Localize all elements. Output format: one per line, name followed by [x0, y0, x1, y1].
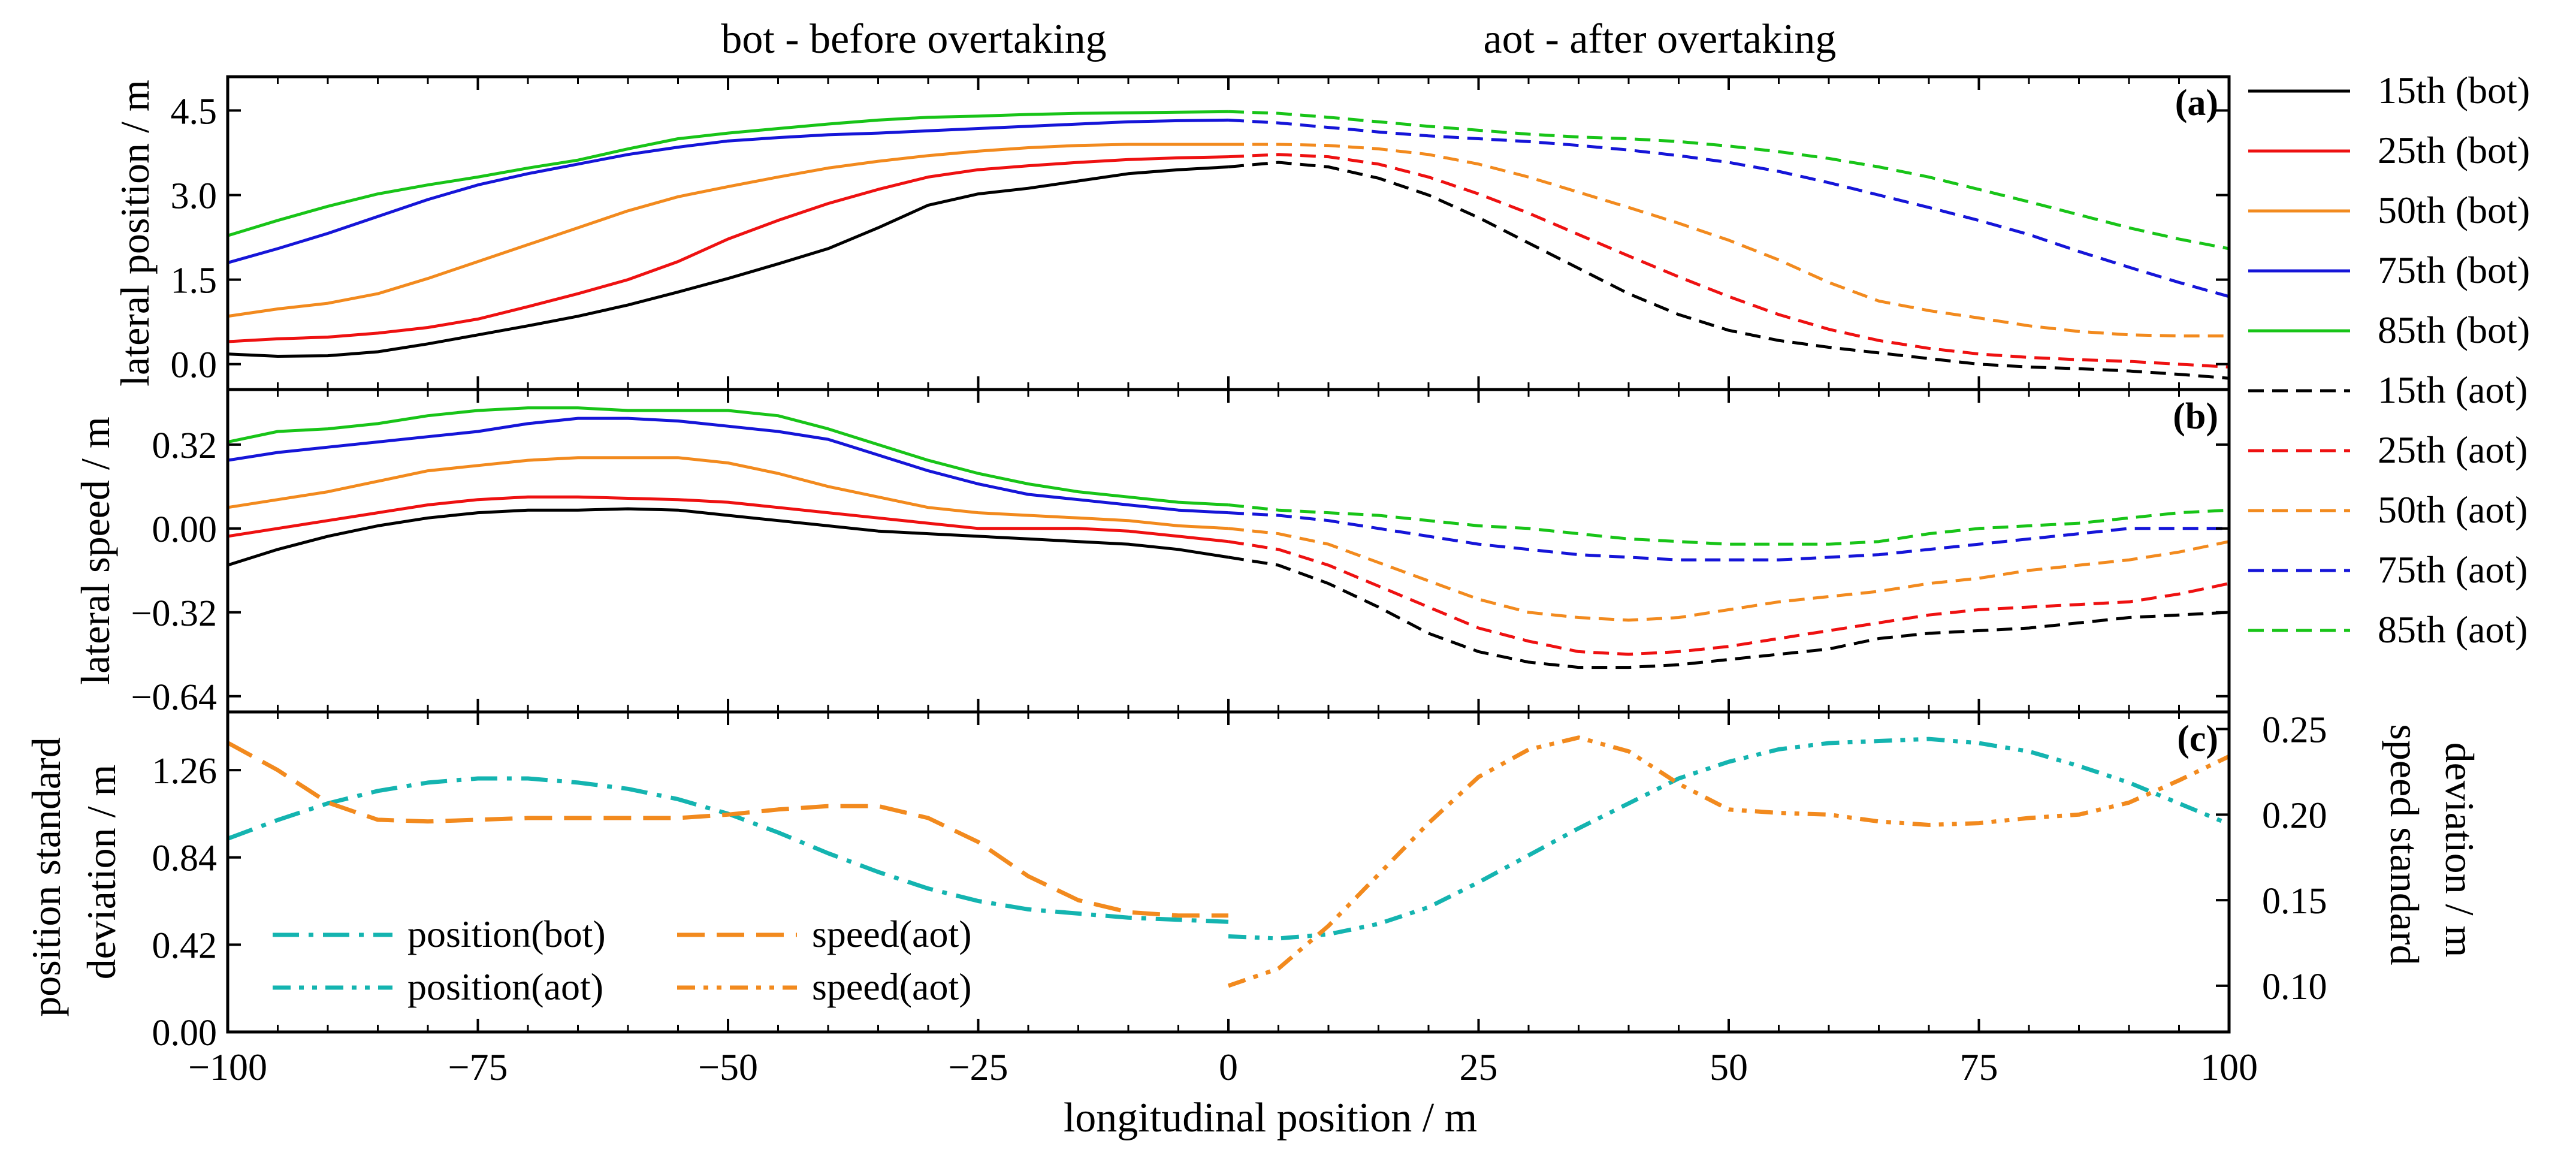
- y-tick-label: 0.84: [152, 838, 218, 879]
- panel-c-ylabel-line2: deviation / m: [78, 765, 124, 980]
- series-line: [1228, 737, 2230, 941]
- series-line: [227, 456, 1229, 530]
- panel-c-ylabel-right-line2: deviation / m: [2437, 743, 2483, 958]
- series-line: [1228, 556, 2230, 669]
- y-tick-label: 3.0: [171, 176, 218, 217]
- y-right-tick-label: 0.10: [2262, 967, 2327, 1007]
- panel-b-ticks: −0.64 −0.32 0.00 0.32: [131, 390, 2230, 718]
- series-line: [1228, 527, 2230, 622]
- panel-c-ylabel: position standard deviation / m: [23, 727, 124, 1017]
- legend-label: 25th (aot): [2378, 428, 2528, 471]
- panel-c-ylabel-right-line1: speed standard: [2382, 724, 2427, 965]
- x-tick-label: 25: [1460, 1046, 1498, 1088]
- panel-a-series: [227, 110, 2230, 380]
- x-tick-label: 0: [1219, 1046, 1238, 1088]
- panel-c-frame: [226, 710, 2231, 1034]
- c-legend-label: position(aot): [407, 965, 603, 1008]
- y-tick-label: 0.00: [152, 1013, 218, 1054]
- legend-label: 15th (aot): [2378, 369, 2528, 411]
- series-line: [227, 495, 1229, 544]
- series-line: [227, 416, 1229, 515]
- x-tick-label: −25: [948, 1046, 1008, 1088]
- legend-label: 85th (bot): [2378, 309, 2530, 351]
- c-legend-label: speed(aot): [812, 913, 972, 955]
- panel-c-series: [227, 735, 2230, 988]
- series-line: [1228, 118, 2230, 298]
- y-right-tick-label: 0.15: [2262, 881, 2327, 922]
- y-tick-label: 0.0: [171, 345, 218, 386]
- legend-label: 50th (bot): [2378, 189, 2530, 231]
- y-tick-label: 0.32: [152, 425, 218, 466]
- x-tick-label: −100: [188, 1046, 267, 1088]
- panel-b-ylabel: lateral speed / m: [73, 416, 118, 684]
- series-line: [1228, 153, 2230, 369]
- series-line: [1228, 110, 2230, 250]
- series-line: [227, 406, 1229, 506]
- c-legend-label: speed(aot): [812, 965, 972, 1008]
- panel-a: 0.0 1.5 3.0 4.5 (a) lateral position / m: [112, 75, 2231, 391]
- x-axis-label: longitudinal position / m: [1064, 1095, 1477, 1141]
- x-tick-labels: −100 −75 −50 −25 0 25 50 75 100: [188, 1046, 2258, 1088]
- header-aot-note: aot - after overtaking: [1484, 16, 1837, 62]
- main-legend: 15th (bot) 25th (bot) 50th (bot) 75th (bot)…: [2248, 69, 2530, 651]
- c-legend-label: position(bot): [407, 913, 606, 955]
- panel-b-series: [227, 406, 2230, 669]
- series-line: [227, 165, 1229, 358]
- legend-label: 75th (bot): [2378, 249, 2530, 291]
- panel-a-frame: [226, 75, 2231, 391]
- y-tick-label: −0.32: [131, 593, 217, 634]
- x-tick-label: −50: [698, 1046, 758, 1088]
- x-tick-label: 75: [1960, 1046, 1998, 1088]
- series-line: [1228, 161, 2230, 380]
- panel-a-ticks: 0.0 1.5 3.0 4.5: [171, 77, 2230, 390]
- series-line: [1228, 143, 2229, 338]
- x-tick-label: 100: [2200, 1046, 2258, 1088]
- x-tick-label: 50: [1710, 1046, 1748, 1088]
- panel-c-label: (c): [2177, 719, 2218, 759]
- legend-label: 75th (aot): [2378, 548, 2528, 591]
- panel-c-ticks: 0.00 0.42 0.84 1.26 0.10 0.15 0.20 0.25: [152, 710, 2327, 1054]
- y-tick-label: 0.00: [152, 509, 218, 550]
- y-tick-label: 1.5: [171, 261, 218, 301]
- y-tick-label: 4.5: [171, 91, 218, 132]
- y-right-tick-label: 0.25: [2262, 710, 2327, 751]
- series-line: [1228, 503, 2230, 546]
- panel-c-legend: position(bot) speed(aot) position(aot) spee…: [273, 913, 972, 1008]
- series-line: [1228, 540, 2230, 656]
- panel-b-label: (b): [2173, 396, 2218, 437]
- y-right-tick-label: 0.20: [2262, 795, 2327, 836]
- series-line: [227, 155, 1229, 343]
- panel-c-ylabel-right: speed standard deviation / m: [2382, 724, 2483, 975]
- panel-a-label: (a): [2175, 83, 2218, 123]
- series-line: [1228, 511, 2229, 562]
- legend-label: 50th (aot): [2378, 488, 2528, 531]
- panel-a-ylabel: lateral position / m: [112, 80, 158, 387]
- panel-c-ylabel-line1: position standard: [23, 737, 69, 1017]
- y-tick-label: 0.42: [152, 925, 218, 966]
- panel-b: −0.64 −0.32 0.00 0.32 (b) lateral speed / m: [73, 388, 2231, 718]
- legend-label: 25th (bot): [2378, 129, 2530, 171]
- series-line: [227, 110, 1229, 237]
- legend-label: 85th (aot): [2378, 608, 2528, 651]
- y-tick-label: −0.64: [131, 677, 217, 718]
- series-line: [227, 741, 1228, 918]
- x-tick-label: −75: [448, 1046, 508, 1088]
- series-line: [1227, 735, 2230, 988]
- series-line: [227, 143, 1228, 318]
- panel-c: 0.00 0.42 0.84 1.26 0.10 0.15 0.20 0.25 (c) pos…: [23, 710, 2483, 1054]
- series-line: [227, 507, 1229, 567]
- header-bot-note: bot - before overtaking: [721, 16, 1106, 62]
- y-tick-label: 1.26: [152, 751, 218, 792]
- series-line: [227, 118, 1229, 264]
- legend-label: 15th (bot): [2378, 69, 2530, 111]
